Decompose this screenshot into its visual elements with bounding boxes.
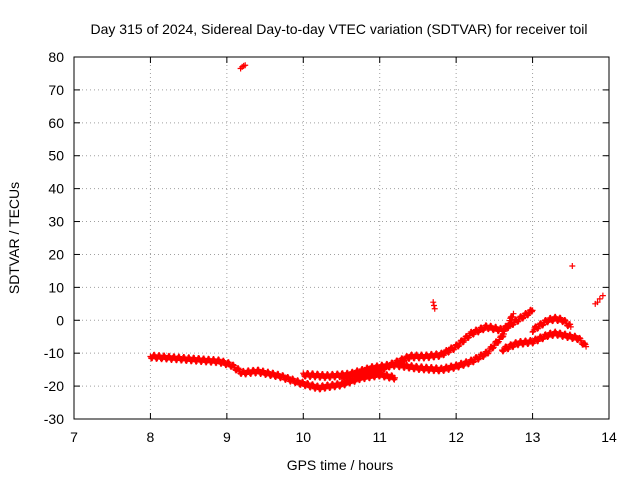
data-point <box>230 361 237 368</box>
data-point <box>488 323 495 330</box>
data-point <box>285 373 291 380</box>
data-point <box>351 378 358 385</box>
data-point-outlier <box>431 305 438 312</box>
data-point <box>572 332 579 339</box>
plot-frame <box>73 56 610 420</box>
y-tick-label: 10 <box>48 279 64 295</box>
x-tick-label: 11 <box>372 429 387 445</box>
data-point <box>327 385 334 392</box>
data-point <box>567 323 574 330</box>
data-point <box>583 343 590 350</box>
data-point <box>392 374 398 381</box>
data-point <box>576 334 583 341</box>
data-point <box>441 367 448 374</box>
data-point-outlier <box>599 292 606 299</box>
x-tick-label: 9 <box>223 429 231 445</box>
data-point <box>490 345 497 352</box>
data-point <box>290 375 297 382</box>
data-point <box>337 383 344 390</box>
axis-ticks <box>73 56 610 420</box>
data-point <box>552 328 559 335</box>
data-point-outlier <box>430 302 437 309</box>
data-point <box>371 374 378 381</box>
data-point <box>528 308 535 315</box>
data-point <box>475 329 482 336</box>
chart-title: Day 315 of 2024, Sidereal Day-to-day VTE… <box>91 21 588 37</box>
x-tick-label: 13 <box>525 429 541 445</box>
grid-lines <box>74 57 609 419</box>
data-point <box>495 339 502 346</box>
data-point <box>391 362 398 369</box>
data-point <box>396 359 403 366</box>
data-point <box>539 336 546 343</box>
data-point <box>505 346 512 353</box>
data-point <box>270 370 277 377</box>
y-tick-label: 70 <box>48 82 64 98</box>
data-point <box>562 316 569 323</box>
data-point <box>514 318 521 325</box>
y-tick-label: 0 <box>56 312 64 328</box>
data-points <box>147 62 606 393</box>
data-point <box>525 312 532 319</box>
y-tick-label: -30 <box>44 411 64 427</box>
x-tick-label: 8 <box>147 429 155 445</box>
y-tick-label: 30 <box>48 214 64 230</box>
x-tick-label: 12 <box>448 429 464 445</box>
data-point <box>567 331 574 338</box>
data-point <box>455 364 462 371</box>
data-point <box>544 319 551 326</box>
data-point <box>346 380 353 387</box>
data-point <box>260 367 267 374</box>
data-point <box>475 356 482 363</box>
y-tick-labels: -30 -20 -10 0 10 20 30 40 50 60 70 80 <box>44 49 64 427</box>
data-point <box>500 348 507 355</box>
data-point <box>220 357 227 364</box>
data-point <box>539 322 546 329</box>
x-tick-label: 7 <box>70 429 78 445</box>
data-point <box>581 340 588 347</box>
data-point <box>351 372 358 379</box>
x-tick-labels: 7 8 9 10 11 12 13 14 <box>70 429 617 445</box>
data-point <box>346 374 353 381</box>
data-point <box>279 372 286 379</box>
x-tick-label: 14 <box>601 429 617 445</box>
data-point <box>235 365 242 372</box>
data-point <box>500 328 507 335</box>
y-tick-label: 20 <box>48 246 64 262</box>
data-point-outlier <box>596 295 603 302</box>
y-tick-label: -20 <box>44 378 64 394</box>
data-point <box>460 362 467 369</box>
y-tick-label: -10 <box>44 345 64 361</box>
data-point <box>529 307 536 314</box>
y-tick-label: 80 <box>48 49 64 65</box>
y-tick-label: 60 <box>48 115 64 131</box>
data-point <box>520 315 527 322</box>
x-tick-label: 10 <box>295 429 311 445</box>
x-axis-label: GPS time / hours <box>287 457 394 473</box>
data-point <box>225 359 232 366</box>
data-point <box>304 380 311 387</box>
y-axis-label: SDTVAR / TECUs <box>6 182 22 294</box>
data-point <box>544 334 551 341</box>
data-point-outlier <box>594 299 601 306</box>
data-point <box>510 310 517 317</box>
data-point-outlier <box>242 62 249 69</box>
y-tick-label: 40 <box>48 181 64 197</box>
data-point-outlier <box>569 262 576 269</box>
data-point <box>480 353 487 360</box>
data-point <box>480 327 487 334</box>
data-point-outlier <box>430 299 437 306</box>
y-tick-label: 50 <box>48 148 64 164</box>
data-point <box>450 346 457 353</box>
data-point <box>309 381 316 388</box>
data-point <box>499 334 506 341</box>
data-point <box>371 369 378 376</box>
data-point <box>455 343 462 350</box>
data-point <box>552 313 559 320</box>
data-point-outlier <box>533 323 540 330</box>
data-point <box>265 368 272 375</box>
